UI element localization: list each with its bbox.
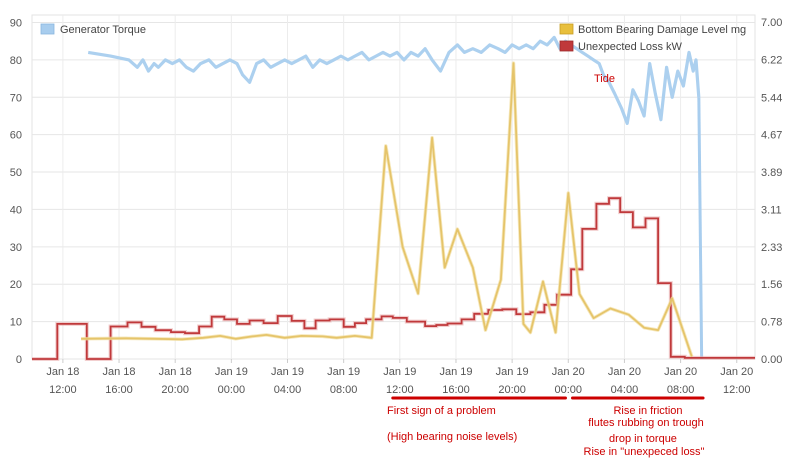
x-tick-time: 20:00 xyxy=(498,384,526,396)
legend-label-generator-torque: Generator Torque xyxy=(60,24,146,36)
x-tick-time: 00:00 xyxy=(218,384,246,396)
x-tick-day: Jan 19 xyxy=(215,366,248,378)
unexpected-loss-series xyxy=(32,196,755,361)
x-tick-time: 00:00 xyxy=(555,384,583,396)
annotation-drop-torque: drop in torque xyxy=(609,433,677,445)
x-tick-time: 16:00 xyxy=(105,384,133,396)
loss-line-shadow xyxy=(32,196,755,361)
x-tick-day: Jan 20 xyxy=(608,366,641,378)
x-tick-time: 16:00 xyxy=(442,384,470,396)
y-left-tick-label: 30 xyxy=(10,242,22,254)
x-tick-day: Jan 18 xyxy=(103,366,136,378)
y-left-tick-label: 40 xyxy=(10,204,22,216)
y-left-tick-label: 60 xyxy=(10,130,22,142)
annotation-unexpected-loss: Rise in "unexpeced loss" xyxy=(584,446,705,458)
generator-torque-series xyxy=(87,35,704,360)
x-tick-day: Jan 20 xyxy=(664,366,697,378)
y-right-tick-label: 5.44 xyxy=(761,92,782,104)
y-right-tick-label: 4.67 xyxy=(761,129,782,141)
x-tick-time: 12:00 xyxy=(49,384,77,396)
x-tick-time: 08:00 xyxy=(330,384,358,396)
legend-label-bearing-damage: Bottom Bearing Damage Level mg xyxy=(578,24,746,36)
x-axis: Jan 18 12:00 Jan 18 16:00 Jan 18 20:00 Jan 19 0… xyxy=(46,359,753,396)
legend-swatch-generator-torque xyxy=(40,23,55,35)
y-right-tick-label: 0.78 xyxy=(761,316,782,328)
y-left-tick-label: 10 xyxy=(10,317,22,329)
x-gridlines xyxy=(62,15,738,359)
annotation-rise-friction: Rise in friction xyxy=(613,405,682,417)
x-tick-day: Jan 19 xyxy=(383,366,416,378)
bearing-line xyxy=(81,62,693,357)
y-left-tick-label: 0 xyxy=(16,354,22,366)
x-tick-time: 04:00 xyxy=(274,384,302,396)
y-left-tick-label: 80 xyxy=(10,55,22,67)
y-right-tick-label: 3.11 xyxy=(761,204,782,216)
x-tick-day: Jan 19 xyxy=(439,366,472,378)
legend-swatch-bearing-damage xyxy=(559,23,574,35)
x-tick-day: Jan 20 xyxy=(720,366,753,378)
y-left-tick-label: 70 xyxy=(10,92,22,104)
y-left-tick-label: 20 xyxy=(10,279,22,291)
x-tick-day: Jan 19 xyxy=(327,366,360,378)
y-right-tick-label: 3.89 xyxy=(761,167,782,179)
loss-line xyxy=(32,197,755,360)
y-right-tick-label: 2.33 xyxy=(761,242,782,254)
bearing-damage-series xyxy=(81,61,694,358)
y-right-tick-label: 6.22 xyxy=(761,55,782,67)
annotation-flutes: flutes rubbing on trough xyxy=(588,417,704,429)
x-tick-day: Jan 18 xyxy=(159,366,192,378)
x-tick-day: Jan 18 xyxy=(46,366,79,378)
legend-label-unexpected-loss: Unexpected Loss kW xyxy=(578,41,683,53)
x-tick-day: Jan 19 xyxy=(271,366,304,378)
legend-left[interactable]: Generator Torque xyxy=(40,23,146,36)
annotation-first-sign: First sign of a problem xyxy=(387,405,496,417)
y-right-tick-label: 1.56 xyxy=(761,279,782,291)
annotation-high-noise: (High bearing noise levels) xyxy=(387,431,517,443)
y-axis-left: 0 10 20 30 40 50 60 70 80 90 xyxy=(10,17,22,366)
y-left-tick-label: 50 xyxy=(10,167,22,179)
x-tick-time: 12:00 xyxy=(386,384,414,396)
x-tick-day: Jan 19 xyxy=(496,366,529,378)
annotation-tide: Tide xyxy=(594,73,615,85)
y-right-tick-label: 0.00 xyxy=(761,354,782,366)
y-left-tick-label: 90 xyxy=(10,17,22,29)
grid xyxy=(32,21,755,360)
legend-swatch-unexpected-loss xyxy=(559,40,574,52)
y-axis-right: 0.00 0.78 1.56 2.33 3.11 3.89 4.67 5.44 6.22 7.00 xyxy=(761,17,782,366)
x-tick-time: 08:00 xyxy=(667,384,695,396)
legend-right[interactable]: Bottom Bearing Damage Level mg Unexpecte… xyxy=(559,23,746,53)
y-right-tick-label: 7.00 xyxy=(761,17,782,29)
x-tick-time: 20:00 xyxy=(161,384,189,396)
x-tick-time: 04:00 xyxy=(611,384,639,396)
x-tick-time: 12:00 xyxy=(723,384,751,396)
torque-drop xyxy=(697,97,704,360)
torque-line xyxy=(87,35,701,125)
x-tick-day: Jan 20 xyxy=(552,366,585,378)
